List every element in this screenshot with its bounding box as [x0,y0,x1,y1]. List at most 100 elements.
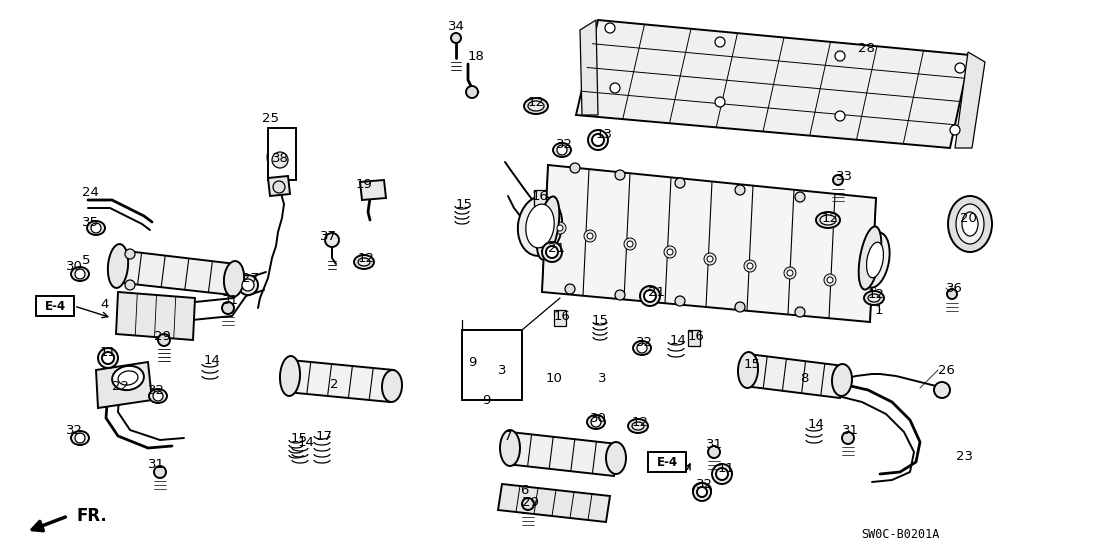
Circle shape [554,222,566,234]
Text: 35: 35 [82,216,99,228]
Circle shape [664,246,676,258]
Circle shape [715,97,725,107]
Circle shape [827,277,833,283]
Text: 18: 18 [468,50,485,62]
Text: E-4: E-4 [656,456,678,468]
Ellipse shape [112,366,144,390]
Ellipse shape [524,98,548,114]
Ellipse shape [956,204,984,244]
Text: 28: 28 [858,41,875,55]
Text: 12: 12 [822,211,839,225]
Text: 16: 16 [532,190,548,202]
Text: 20: 20 [960,211,977,225]
Circle shape [824,274,837,286]
Circle shape [557,145,567,155]
Text: 12: 12 [529,97,545,109]
Circle shape [451,33,461,43]
Circle shape [784,267,796,279]
Polygon shape [542,165,876,322]
Ellipse shape [267,144,293,176]
Circle shape [833,175,843,185]
Circle shape [735,185,745,195]
Polygon shape [743,354,844,398]
Circle shape [158,334,170,346]
Text: FR.: FR. [76,507,106,525]
Circle shape [273,181,285,193]
Ellipse shape [517,196,562,256]
Bar [688,330,700,346]
Text: 23: 23 [956,450,973,462]
Circle shape [587,233,593,239]
Circle shape [675,178,685,188]
Polygon shape [497,484,611,522]
Text: 27: 27 [242,272,259,284]
Text: SW0C-B0201A: SW0C-B0201A [861,529,940,541]
Circle shape [637,343,647,353]
Ellipse shape [280,356,300,396]
Bar [534,190,546,206]
Text: 14: 14 [204,353,220,367]
Circle shape [712,464,732,484]
Circle shape [640,286,660,306]
Circle shape [796,307,806,317]
Ellipse shape [859,226,881,290]
Circle shape [743,260,756,272]
Circle shape [102,352,114,364]
Text: 38: 38 [271,152,289,164]
Circle shape [835,51,845,61]
Text: E-4: E-4 [44,300,65,312]
Ellipse shape [148,389,167,403]
Circle shape [91,223,101,233]
Text: 5: 5 [82,253,91,267]
Circle shape [787,270,793,276]
Circle shape [592,134,604,146]
Ellipse shape [107,244,129,288]
Text: 26: 26 [938,363,955,377]
Text: 1: 1 [875,304,883,316]
Text: 14: 14 [808,419,824,431]
Text: 32: 32 [66,424,83,436]
Circle shape [125,280,135,290]
Text: 15: 15 [456,197,473,211]
Text: 16: 16 [554,310,571,322]
Circle shape [584,230,596,242]
Circle shape [546,246,558,258]
Text: 14: 14 [298,436,315,448]
Text: 2: 2 [330,378,339,392]
Text: 3: 3 [497,363,506,377]
Circle shape [154,466,166,478]
Text: 17: 17 [316,430,334,442]
Ellipse shape [633,341,652,355]
Ellipse shape [88,221,105,235]
Ellipse shape [224,261,244,297]
Text: 31: 31 [148,457,165,471]
Ellipse shape [632,422,644,430]
Circle shape [75,269,85,279]
Text: 13: 13 [596,128,613,142]
Circle shape [835,111,845,121]
Text: 33: 33 [837,170,853,182]
Ellipse shape [861,232,890,288]
Text: 12: 12 [358,252,375,264]
Circle shape [565,284,575,294]
Circle shape [222,302,234,314]
Circle shape [588,130,608,150]
Ellipse shape [962,212,978,236]
Ellipse shape [71,267,89,281]
Text: 37: 37 [320,229,337,243]
Text: 32: 32 [556,138,573,150]
Circle shape [934,382,950,398]
Circle shape [624,238,636,250]
Polygon shape [955,52,985,148]
Circle shape [238,275,258,295]
Circle shape [697,485,707,495]
Circle shape [605,23,615,33]
Bar [35,296,74,316]
Text: 34: 34 [448,19,465,33]
Circle shape [522,498,534,510]
Circle shape [466,86,478,98]
Text: 3: 3 [598,372,606,384]
Polygon shape [576,20,970,148]
Circle shape [644,290,656,302]
Bar [554,310,566,326]
